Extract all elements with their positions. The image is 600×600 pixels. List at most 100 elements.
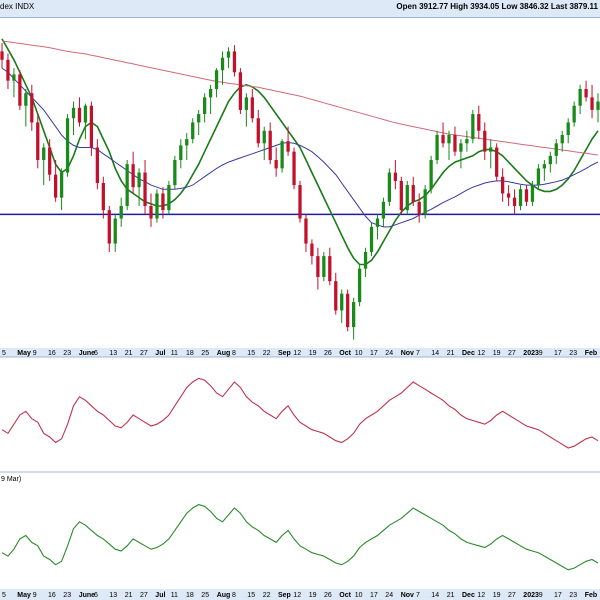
candle-body	[560, 134, 564, 144]
x-tick-label: 11	[171, 592, 178, 599]
candle	[220, 51, 225, 85]
candle	[477, 105, 481, 140]
candle-body	[518, 189, 523, 206]
indicator-2-label: 9 Mar)	[1, 476, 21, 483]
candle-body	[173, 160, 177, 186]
candle	[238, 68, 243, 115]
candle-body	[393, 172, 397, 181]
candle	[286, 126, 290, 156]
candle	[429, 155, 433, 194]
candle	[256, 109, 260, 148]
x-tick-label: 23	[569, 592, 577, 599]
candle-body	[471, 114, 475, 140]
candle-body	[36, 122, 40, 161]
moving-average-ma_short	[1, 38, 599, 266]
candle-body	[143, 172, 147, 206]
candle	[83, 103, 88, 140]
x-tick-label: Jul	[155, 592, 165, 599]
x-tick-label: 13	[109, 350, 117, 357]
candle	[244, 93, 248, 127]
candle	[0, 43, 4, 69]
candle	[417, 193, 421, 223]
candle	[584, 80, 588, 102]
candle-body	[548, 155, 552, 165]
x-tick-label: Nov	[401, 350, 414, 357]
candle	[596, 93, 600, 123]
candle	[453, 126, 457, 156]
candle-body	[232, 51, 237, 73]
candle	[137, 168, 141, 206]
candle-body	[167, 185, 171, 211]
candle	[203, 93, 207, 123]
candle-body	[352, 302, 356, 328]
candle-body	[506, 193, 511, 198]
candle	[59, 168, 64, 211]
x-tick-label: 19	[309, 350, 317, 357]
candle-body	[590, 97, 594, 110]
candle-body	[65, 118, 70, 173]
low-label: Low	[501, 2, 518, 11]
candle-body	[30, 93, 34, 123]
candle-body	[304, 218, 308, 244]
candle	[304, 214, 308, 252]
x-tick-label: 12	[477, 350, 485, 357]
candle-body	[334, 281, 338, 311]
candle-body	[274, 160, 278, 169]
x-tick-label: 17	[370, 350, 378, 357]
x-tick-label: 27	[508, 592, 516, 599]
candle	[572, 101, 576, 127]
candle	[173, 155, 177, 190]
candle	[36, 114, 40, 169]
x-tick-label: 19	[493, 592, 501, 599]
x-tick-label: 27	[508, 350, 516, 357]
x-tick-label: 8	[232, 592, 236, 599]
x-tick-label: 9	[539, 592, 543, 599]
x-tick-label: 12	[293, 592, 301, 599]
candle	[346, 289, 350, 332]
candle	[530, 180, 535, 206]
candle-body	[256, 118, 260, 144]
candle-body	[280, 141, 284, 169]
x-tick-label: Nov	[401, 592, 414, 599]
candle-body	[375, 218, 380, 227]
x-axis-band-bottom	[0, 589, 600, 600]
candle-body	[149, 205, 153, 219]
x-tick-label: 8	[232, 350, 236, 357]
x-tick-label: 6	[94, 592, 98, 599]
candle	[352, 297, 356, 340]
candle	[310, 239, 314, 265]
candle-body	[119, 205, 123, 219]
candle	[149, 193, 153, 227]
candle-body	[310, 243, 314, 257]
x-tick-label: 18	[186, 592, 194, 599]
x-tick-label: 22	[263, 350, 271, 357]
x-tick-label: 5	[2, 350, 6, 357]
candle	[465, 130, 469, 152]
x-tick-label: 2023	[523, 350, 539, 357]
candle	[435, 130, 439, 165]
candle-body	[18, 74, 22, 106]
x-tick-label: 10	[355, 592, 363, 599]
candle-body	[238, 72, 243, 110]
candle	[536, 164, 541, 190]
candle	[381, 197, 386, 227]
candle	[250, 89, 254, 123]
x-tick-label: 19	[309, 592, 317, 599]
candle	[179, 139, 183, 169]
x-tick-label: Dec	[462, 350, 475, 357]
moving-average-ma_mid	[1, 67, 599, 228]
candle-body	[554, 143, 558, 156]
x-tick-label: Sep	[278, 592, 291, 599]
candle	[77, 97, 82, 127]
candle	[12, 68, 16, 98]
candle	[54, 160, 58, 202]
candle	[191, 118, 195, 144]
candle-body	[435, 134, 439, 161]
candle-body	[447, 134, 451, 144]
candle	[167, 180, 171, 215]
candle	[6, 53, 10, 90]
candle-body	[89, 105, 94, 148]
candle	[119, 197, 123, 227]
